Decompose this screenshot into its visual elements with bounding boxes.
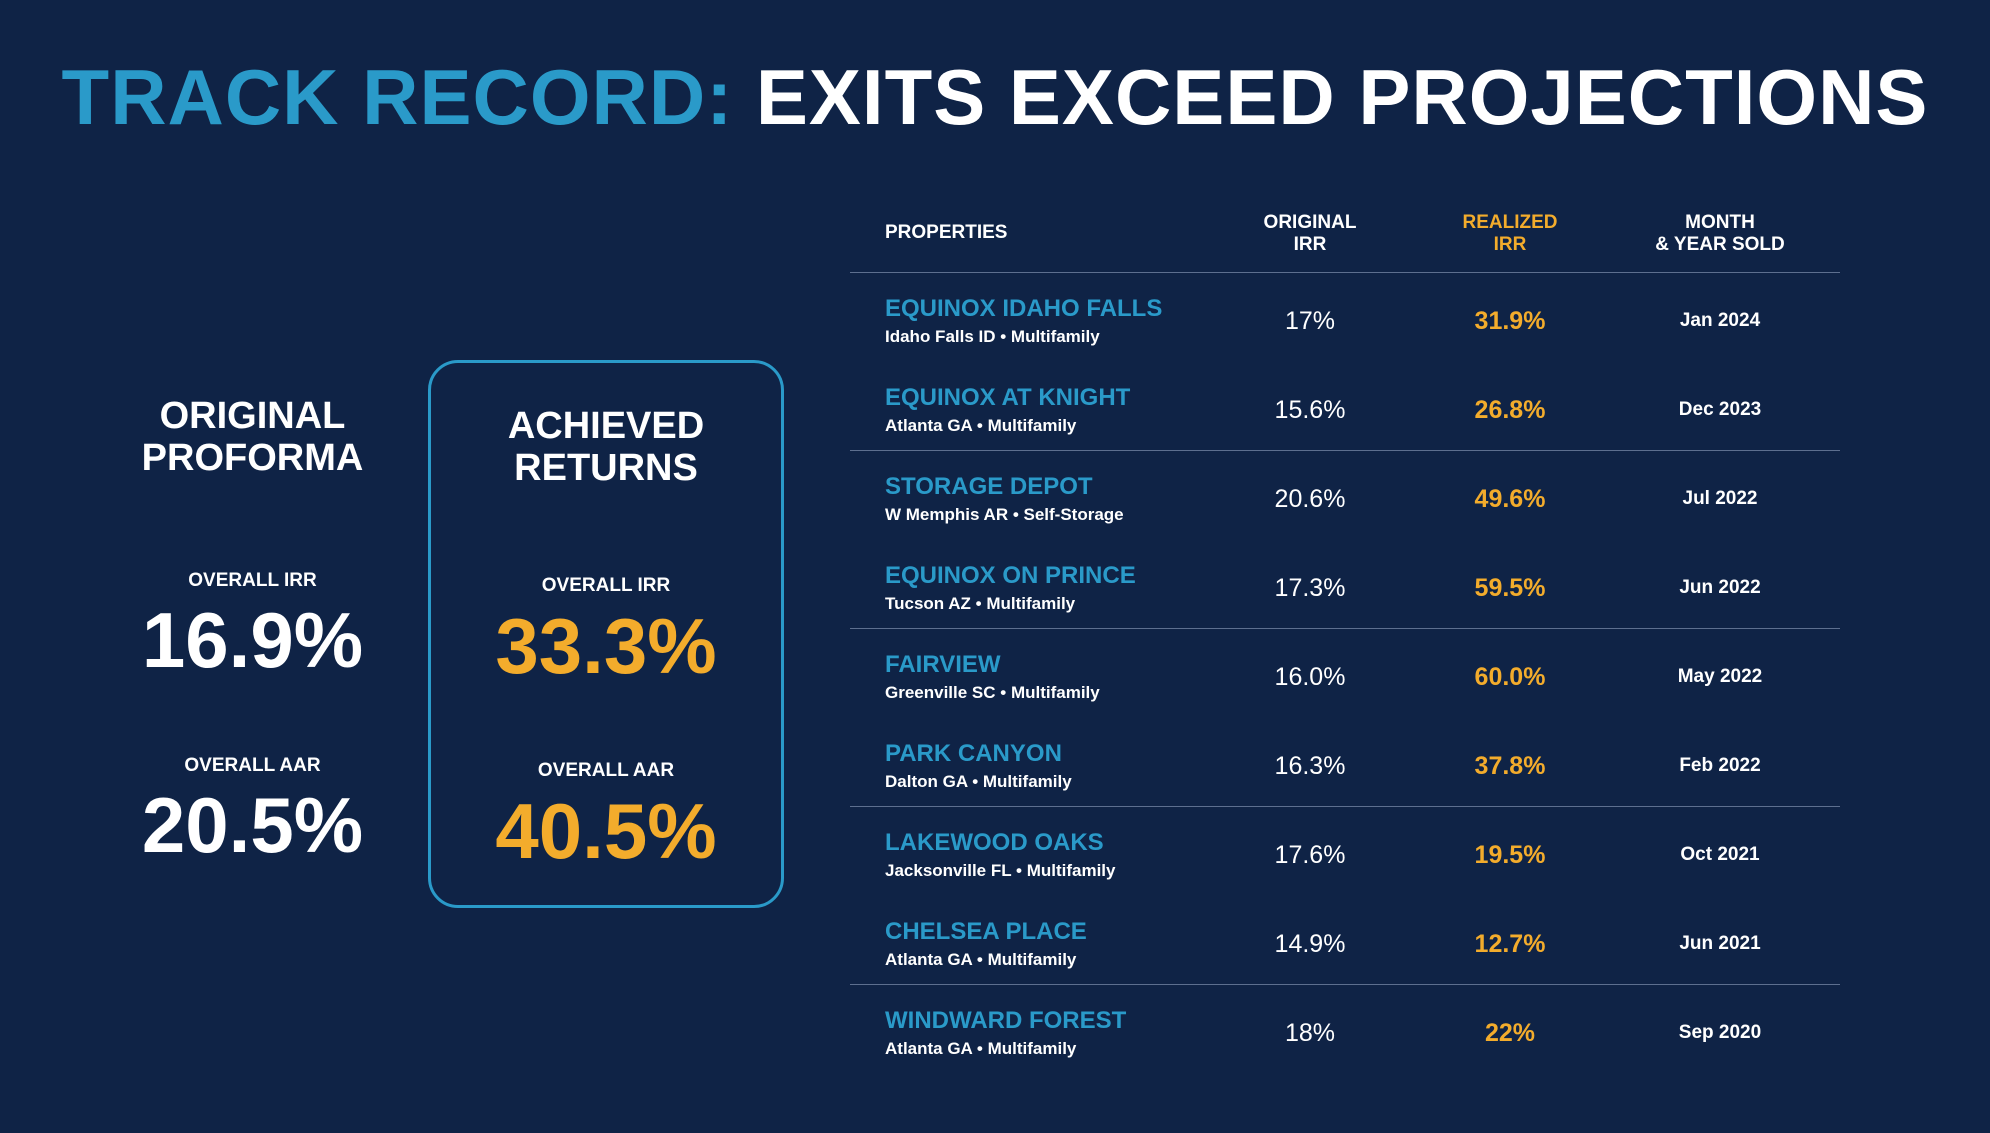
property-name: EQUINOX AT KNIGHT <box>885 383 1131 411</box>
sold-date-cell: Jun 2021 <box>1679 932 1761 954</box>
realized-irr-cell: 19.5% <box>1474 841 1546 869</box>
title-accent: TRACK RECORD: <box>61 53 734 141</box>
realized-irr-cell: 60.0% <box>1474 663 1546 691</box>
table-row: EQUINOX AT KNIGHT Atlanta GA • Multifami… <box>850 362 1840 451</box>
property-name: LAKEWOOD OAKS <box>885 829 1104 856</box>
property-location: W Memphis AR • Self-Storage <box>885 505 1124 524</box>
realized-irr-cell: 22% <box>1484 1019 1536 1047</box>
table-row: EQUINOX ON PRINCE Tucson AZ • Multifamil… <box>850 540 1840 629</box>
achieved-aar-label: OVERALL AAR <box>537 760 675 781</box>
property-location: Atlanta GA • Multifamily <box>885 1039 1077 1058</box>
achieved-aar-value: 40.5% <box>495 787 717 875</box>
original-irr-cell: 14.9% <box>1274 929 1346 958</box>
property-name: EQUINOX ON PRINCE <box>885 561 1136 589</box>
original-irr-cell: 18% <box>1284 1019 1336 1047</box>
header-original-irr: ORIGINAL IRR <box>1263 212 1357 255</box>
original-proforma-panel: ORIGINAL PROFORMA OVERALL IRR 16.9% OVER… <box>110 395 395 868</box>
table-row: CHELSEA PLACE Atlanta GA • Multifamily 1… <box>850 896 1840 985</box>
title-main: EXITS EXCEED PROJECTIONS <box>755 53 1929 141</box>
original-irr-cell: 17.3% <box>1274 573 1346 602</box>
table-row: PARK CANYON Dalton GA • Multifamily 16.3… <box>850 718 1840 807</box>
property-name: PARK CANYON <box>885 739 1062 767</box>
sold-date-cell: Jul 2022 <box>1682 488 1758 509</box>
property-location: Atlanta GA • Multifamily <box>885 415 1077 435</box>
property-location: Atlanta GA • Multifamily <box>885 949 1077 969</box>
realized-irr-cell: 12.7% <box>1474 929 1546 958</box>
sold-date-cell: Feb 2022 <box>1679 754 1761 776</box>
table-row: STORAGE DEPOT W Memphis AR • Self-Storag… <box>850 451 1840 540</box>
table-row: LAKEWOOD OAKS Jacksonville FL • Multifam… <box>850 807 1840 896</box>
sold-date-cell: Oct 2021 <box>1680 844 1760 865</box>
property-name: WINDWARD FOREST <box>885 1007 1127 1034</box>
table-row: EQUINOX IDAHO FALLS Idaho Falls ID • Mul… <box>850 273 1840 362</box>
sold-date-cell: Dec 2023 <box>1678 398 1762 420</box>
property-name: CHELSEA PLACE <box>885 917 1087 945</box>
property-location: Greenville SC • Multifamily <box>885 683 1100 702</box>
achieved-returns-panel: ACHIEVED RETURNS OVERALL IRR 33.3% OVERA… <box>428 360 784 908</box>
original-irr-cell: 16.3% <box>1274 751 1346 780</box>
property-name: EQUINOX IDAHO FALLS <box>885 295 1163 322</box>
achieved-irr-label: OVERALL IRR <box>541 575 671 596</box>
property-location: Tucson AZ • Multifamily <box>885 593 1076 613</box>
sold-date-cell: Jun 2022 <box>1679 576 1761 598</box>
table-row: FAIRVIEW Greenville SC • Multifamily 16.… <box>850 629 1840 718</box>
original-aar-label: OVERALL AAR <box>184 755 321 776</box>
original-irr-value: 16.9% <box>141 596 364 684</box>
sold-date-cell: May 2022 <box>1677 666 1763 687</box>
original-irr-cell: 15.6% <box>1274 395 1346 424</box>
original-aar-value: 20.5% <box>141 781 364 869</box>
header-realized-irr: REALIZED IRR <box>1462 212 1558 255</box>
property-name: FAIRVIEW <box>885 651 1001 678</box>
table-row: WINDWARD FOREST Atlanta GA • Multifamily… <box>850 985 1840 1074</box>
realized-irr-cell: 37.8% <box>1474 751 1546 780</box>
sold-date-cell: Sep 2020 <box>1678 1022 1762 1043</box>
sold-date-cell: Jan 2024 <box>1679 310 1761 331</box>
realized-irr-cell: 49.6% <box>1474 485 1546 513</box>
original-irr-cell: 20.6% <box>1274 485 1346 513</box>
original-proforma-heading: ORIGINAL PROFORMA <box>141 395 364 479</box>
realized-irr-cell: 26.8% <box>1474 395 1546 424</box>
original-irr-cell: 17% <box>1284 307 1336 335</box>
original-irr-cell: 17.6% <box>1274 841 1346 869</box>
property-location: Jacksonville FL • Multifamily <box>885 861 1116 880</box>
header-month-year-sold: MONTH & YEAR SOLD <box>1655 212 1785 255</box>
property-name: STORAGE DEPOT <box>885 473 1093 500</box>
achieved-irr-value: 33.3% <box>495 602 717 690</box>
realized-irr-cell: 59.5% <box>1474 573 1546 602</box>
achieved-returns-heading: ACHIEVED RETURNS <box>507 405 705 489</box>
property-location: Dalton GA • Multifamily <box>885 771 1072 791</box>
realized-irr-cell: 31.9% <box>1474 307 1546 335</box>
page-title: TRACK RECORD: EXITS EXCEED PROJECTIONS <box>0 52 1990 143</box>
property-location: Idaho Falls ID • Multifamily <box>885 327 1100 346</box>
header-properties: PROPERTIES <box>885 222 1008 243</box>
table-header: PROPERTIES ORIGINAL IRR REALIZED IRR MON… <box>850 200 1840 273</box>
track-record-table: PROPERTIES ORIGINAL IRR REALIZED IRR MON… <box>850 200 1840 1074</box>
original-irr-label: OVERALL IRR <box>188 570 317 591</box>
original-irr-cell: 16.0% <box>1274 663 1346 691</box>
